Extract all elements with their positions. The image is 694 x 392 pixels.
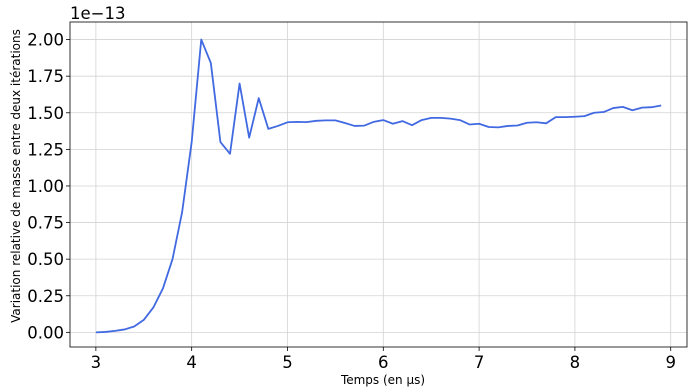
x-tick-label: 7 [474,353,485,372]
y-tick-label: 1.25 [27,140,64,159]
mass-variation-series-line [95,38,662,334]
y-gridlines [70,39,687,333]
x-gridlines [95,22,672,347]
x-axis-ticks: 3 4 5 6 7 8 9 [91,347,676,372]
x-tick-label: 3 [91,353,102,372]
x-tick-label: 8 [570,353,581,372]
x-axis-label: Temps (en μs) [340,373,425,387]
y-axis-offset-label: 1e−13 [70,4,125,23]
y-axis-label: Variation relative de masse entre deux i… [9,29,23,323]
y-axis-ticks: 0.00 0.25 0.50 0.75 1.00 1.25 1.50 1.75 2.00 [27,31,70,342]
x-tick-label: 6 [378,353,389,372]
y-tick-label: 0.75 [27,214,64,233]
y-tick-label: 0.00 [27,323,64,342]
y-tick-label: 1.50 [27,104,64,123]
x-tick-label: 5 [282,353,293,372]
plot-area-frame [69,21,688,348]
y-tick-label: 1.75 [27,67,64,86]
y-tick-label: 2.00 [27,31,64,50]
x-tick-label: 9 [665,353,676,372]
x-tick-label: 4 [186,353,197,372]
y-tick-label: 0.50 [27,250,64,269]
y-tick-label: 0.25 [27,287,64,306]
y-tick-label: 1.00 [27,177,64,196]
